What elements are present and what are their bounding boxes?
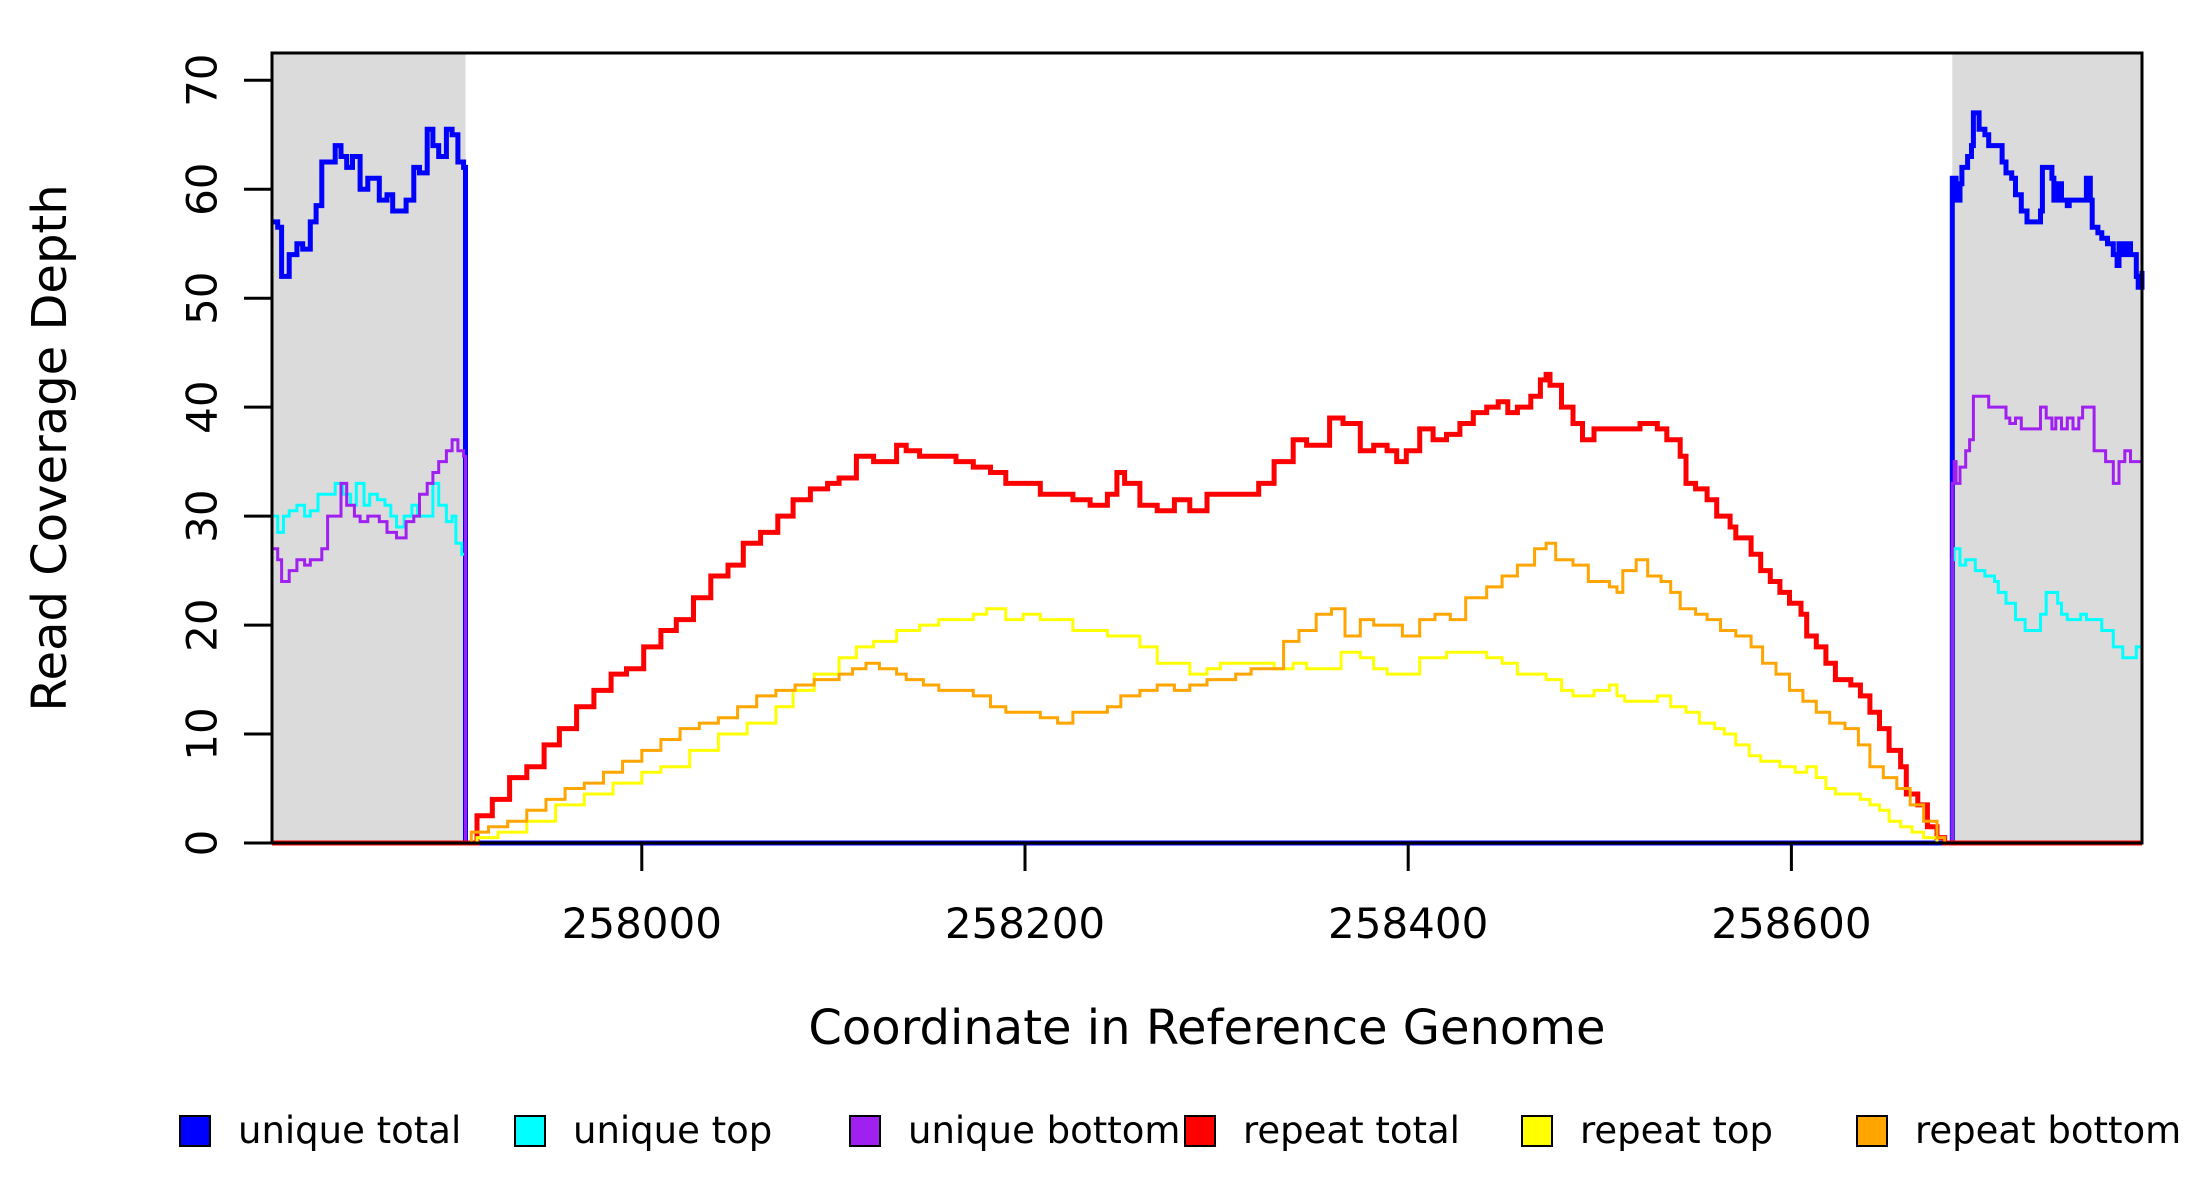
legend-label-repeat-total: repeat total <box>1243 1109 1460 1152</box>
shaded-region-right-flank <box>1952 53 2142 843</box>
y-axis-title: Read Coverage Depth <box>22 184 78 711</box>
series-line-unique-total <box>272 110 2145 846</box>
y-tick-label: 60 <box>178 162 227 215</box>
legend-swatch-unique-total <box>179 1115 211 1147</box>
legend: unique total unique top unique bottom repea… <box>179 1109 2181 1152</box>
legend-item-unique-top: unique top <box>514 1109 772 1152</box>
shaded-region-left-flank <box>272 53 466 843</box>
legend-label-unique-bottom: unique bottom <box>908 1109 1180 1152</box>
legend-item-repeat-bottom: repeat bottom <box>1856 1109 2181 1152</box>
x-tick-label: 258600 <box>1711 899 1871 948</box>
legend-item-repeat-total: repeat total <box>1184 1109 1460 1152</box>
series-line-repeat-top <box>272 607 2142 845</box>
x-tick-label: 258200 <box>945 899 1105 948</box>
y-tick-label: 70 <box>178 53 227 106</box>
y-tick-label: 50 <box>178 271 227 324</box>
y-tick-label: 30 <box>178 489 227 542</box>
x-axis-title: Coordinate in Reference Genome <box>808 1000 1605 1056</box>
y-tick-label: 10 <box>178 707 227 760</box>
legend-item-repeat-top: repeat top <box>1521 1109 1773 1152</box>
y-tick-label: 40 <box>178 380 227 433</box>
y-tick-label: 0 <box>178 830 227 857</box>
legend-label-unique-total: unique total <box>238 1109 461 1152</box>
legend-label-repeat-top: repeat top <box>1580 1109 1773 1152</box>
legend-swatch-repeat-top <box>1521 1115 1553 1147</box>
series-line-repeat-bottom <box>272 541 2142 845</box>
legend-label-repeat-bottom: repeat bottom <box>1915 1109 2181 1152</box>
legend-swatch-repeat-total <box>1184 1115 1216 1147</box>
legend-label-unique-top: unique top <box>573 1109 772 1152</box>
legend-swatch-repeat-bottom <box>1856 1115 1888 1147</box>
legend-item-unique-total: unique total <box>179 1109 461 1152</box>
x-tick-label: 258400 <box>1328 899 1488 948</box>
legend-swatch-unique-bottom <box>849 1115 881 1147</box>
legend-swatch-unique-top <box>514 1115 546 1147</box>
legend-item-unique-bottom: unique bottom <box>849 1109 1180 1152</box>
series-line-unique-top <box>272 481 2142 845</box>
series-line-unique-bottom <box>272 394 2144 845</box>
series-line-repeat-total <box>272 371 2142 846</box>
plot-border <box>270 51 2144 845</box>
x-tick-label: 258000 <box>562 899 722 948</box>
y-tick-label: 20 <box>178 598 227 651</box>
